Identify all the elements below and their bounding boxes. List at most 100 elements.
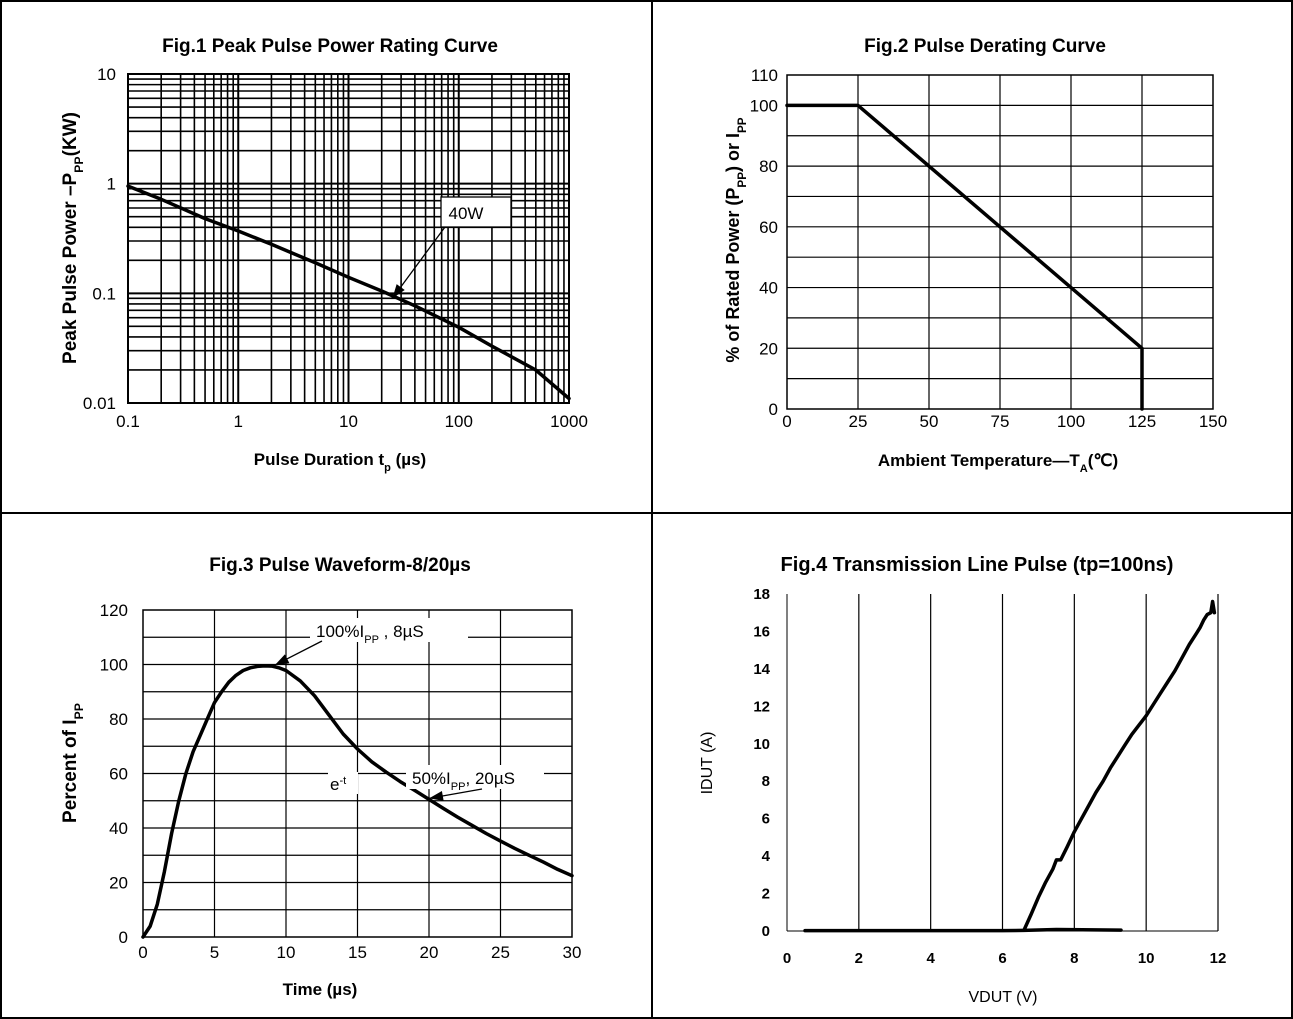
fig1-y-tick-label: 0.1 — [92, 284, 116, 303]
fig2-y-tick-label: 0 — [769, 400, 778, 419]
fig4-series-tlp — [1022, 599, 1217, 932]
fig1-annotation-box — [440, 196, 512, 228]
label-part: p — [384, 462, 391, 474]
fig2-series-line — [785, 103, 1144, 411]
fig4-x-tick-label: 2 — [855, 950, 863, 967]
fig1-x-tick-label: 0.1 — [116, 412, 140, 431]
label-part: Ambient Temperature—T — [878, 451, 1080, 470]
fig3-annotation-half: 50%IPP, 20µS — [412, 769, 515, 793]
fig3-annotation-bg — [406, 765, 544, 789]
fig4-y-tick-label: 6 — [762, 811, 770, 828]
fig3-x-tick-label: 15 — [348, 943, 367, 962]
fig3-annotation-bg — [310, 618, 468, 642]
fig1-y-tick-label: 10 — [97, 65, 116, 84]
fig3-annotation-bg — [328, 772, 358, 794]
fig1-x-tick-label: 10 — [339, 412, 358, 431]
fig3-x-tick-label: 5 — [210, 943, 219, 962]
fig3-y-tick-label: 20 — [109, 874, 128, 893]
fig4-y-tick-label: 0 — [762, 923, 770, 940]
fig4-x-tick-label: 8 — [1070, 950, 1078, 967]
fig1-chart: Fig.1 Peak Pulse Power Rating Curve 0.1 1 1… — [60, 36, 588, 474]
label-part: PP — [736, 117, 749, 133]
label-part: Pulse Duration t — [254, 450, 385, 469]
label-part: e — [330, 775, 339, 794]
fig3-y-axis-label: Percent of IPP — [60, 703, 86, 823]
fig1-y-tick-label: 1 — [107, 175, 116, 194]
label-part: (℃) — [1088, 451, 1118, 470]
fig2-y-tick-label: 20 — [759, 339, 778, 358]
fig4-x-tick-label: 12 — [1210, 950, 1227, 967]
fig3-y-tick-label: 100 — [100, 656, 128, 675]
fig2-x-tick-label: 25 — [849, 412, 868, 431]
fig3-y-tick-label: 0 — [119, 928, 128, 947]
fig2-x-tick-label: 150 — [1199, 412, 1227, 431]
fig4-y-axis-label: IDUT (A) — [699, 732, 716, 795]
label-part: (KW) — [60, 112, 81, 156]
fig2-x-tick-label: 75 — [991, 412, 1010, 431]
fig1-title: Fig.1 Peak Pulse Power Rating Curve — [162, 36, 498, 57]
label-part: % of Rated Power (P — [723, 188, 743, 363]
fig4-y-tick-label: 18 — [753, 586, 770, 603]
label-part: PP — [736, 172, 749, 188]
fig1-x-axis-label: Pulse Duration tp (µs) — [254, 450, 426, 474]
fig2-y-tick-label: 40 — [759, 279, 778, 298]
fig4-x-axis-label: VDUT (V) — [968, 989, 1037, 1006]
fig4-x-tick-label: 4 — [926, 950, 935, 967]
fig4-y-tick-label: 4 — [762, 848, 771, 865]
fig2-y-tick-label: 60 — [759, 218, 778, 237]
fig4-x-tick-label: 10 — [1138, 950, 1155, 967]
label-part: A — [1080, 463, 1088, 475]
label-part: PP — [72, 703, 86, 719]
fig4-y-tick-label: 16 — [753, 623, 770, 640]
fig1-y-tick-label: 0.01 — [83, 394, 116, 413]
fig4-y-tick-label: 10 — [753, 736, 770, 753]
fig3-x-tick-label: 30 — [563, 943, 582, 962]
fig3-annotation-half-arrow-head — [429, 791, 444, 801]
fig2-x-tick-label: 0 — [782, 412, 791, 431]
fig3-y-tick-label: 80 — [109, 710, 128, 729]
label-part: (µs) — [391, 450, 426, 469]
fig2-title: Fig.2 Pulse Derating Curve — [864, 36, 1106, 57]
fig3-x-tick-label: 0 — [138, 943, 147, 962]
label-part: 50%I — [412, 769, 451, 788]
label-part: Peak Pulse Power –P — [60, 172, 81, 363]
fig1-series-line — [126, 184, 571, 401]
fig3-annotation-peak: 100%IPP , 8µS — [316, 622, 424, 646]
fig1-x-tick-label: 100 — [445, 412, 473, 431]
label-part: PP — [451, 781, 466, 793]
fig3-annotation-decay: e-t — [330, 775, 346, 794]
fig4-title: Fig.4 Transmission Line Pulse (tp=100ns) — [781, 554, 1174, 576]
label-part: ) or I — [723, 133, 743, 172]
fig2-y-axis-label: % of Rated Power (PPP) or IPP — [723, 117, 749, 362]
fig3-y-tick-label: 40 — [109, 819, 128, 838]
fig3-x-axis-label: Time (µs) — [283, 980, 358, 999]
fig4-x-tick-label: 0 — [783, 950, 791, 967]
fig2-y-tick-label: 80 — [759, 157, 778, 176]
fig4-y-tick-label: 8 — [762, 773, 770, 790]
fig1-annotation-arrow — [391, 226, 446, 299]
fig1-y-axis-label: Peak Pulse Power –PPP(KW) — [60, 112, 86, 364]
label-part: PP — [364, 634, 379, 646]
fig4-y-tick-label: 12 — [753, 698, 770, 715]
fig3-x-tick-label: 25 — [491, 943, 510, 962]
fig3-y-tick-label: 60 — [109, 765, 128, 784]
fig3-chart: Fig.3 Pulse Waveform-8/20µs 0 5 10 15 20 25 30 0… — [60, 555, 581, 999]
fig3-x-tick-label: 20 — [420, 943, 439, 962]
fig4-x-tick-label: 6 — [998, 950, 1006, 967]
label-part: Percent of I — [60, 719, 81, 822]
fig2-x-tick-label: 125 — [1128, 412, 1156, 431]
label-part: 100%I — [316, 622, 364, 641]
fig1-annotation-label: 40W — [449, 204, 484, 223]
fig2-x-axis-label: Ambient Temperature—TA(℃) — [878, 451, 1118, 475]
label-part: PP — [72, 156, 86, 172]
fig2-x-tick-label: 50 — [920, 412, 939, 431]
fig1-annotation-arrow-head — [392, 284, 405, 299]
fig3-series-line — [141, 664, 574, 939]
fig4-y-tick-label: 2 — [762, 886, 770, 903]
label-part: -t — [339, 775, 346, 787]
fig3-x-tick-label: 10 — [277, 943, 296, 962]
label-part: , 20µS — [466, 769, 516, 788]
fig2-y-tick-label: 100 — [750, 96, 778, 115]
